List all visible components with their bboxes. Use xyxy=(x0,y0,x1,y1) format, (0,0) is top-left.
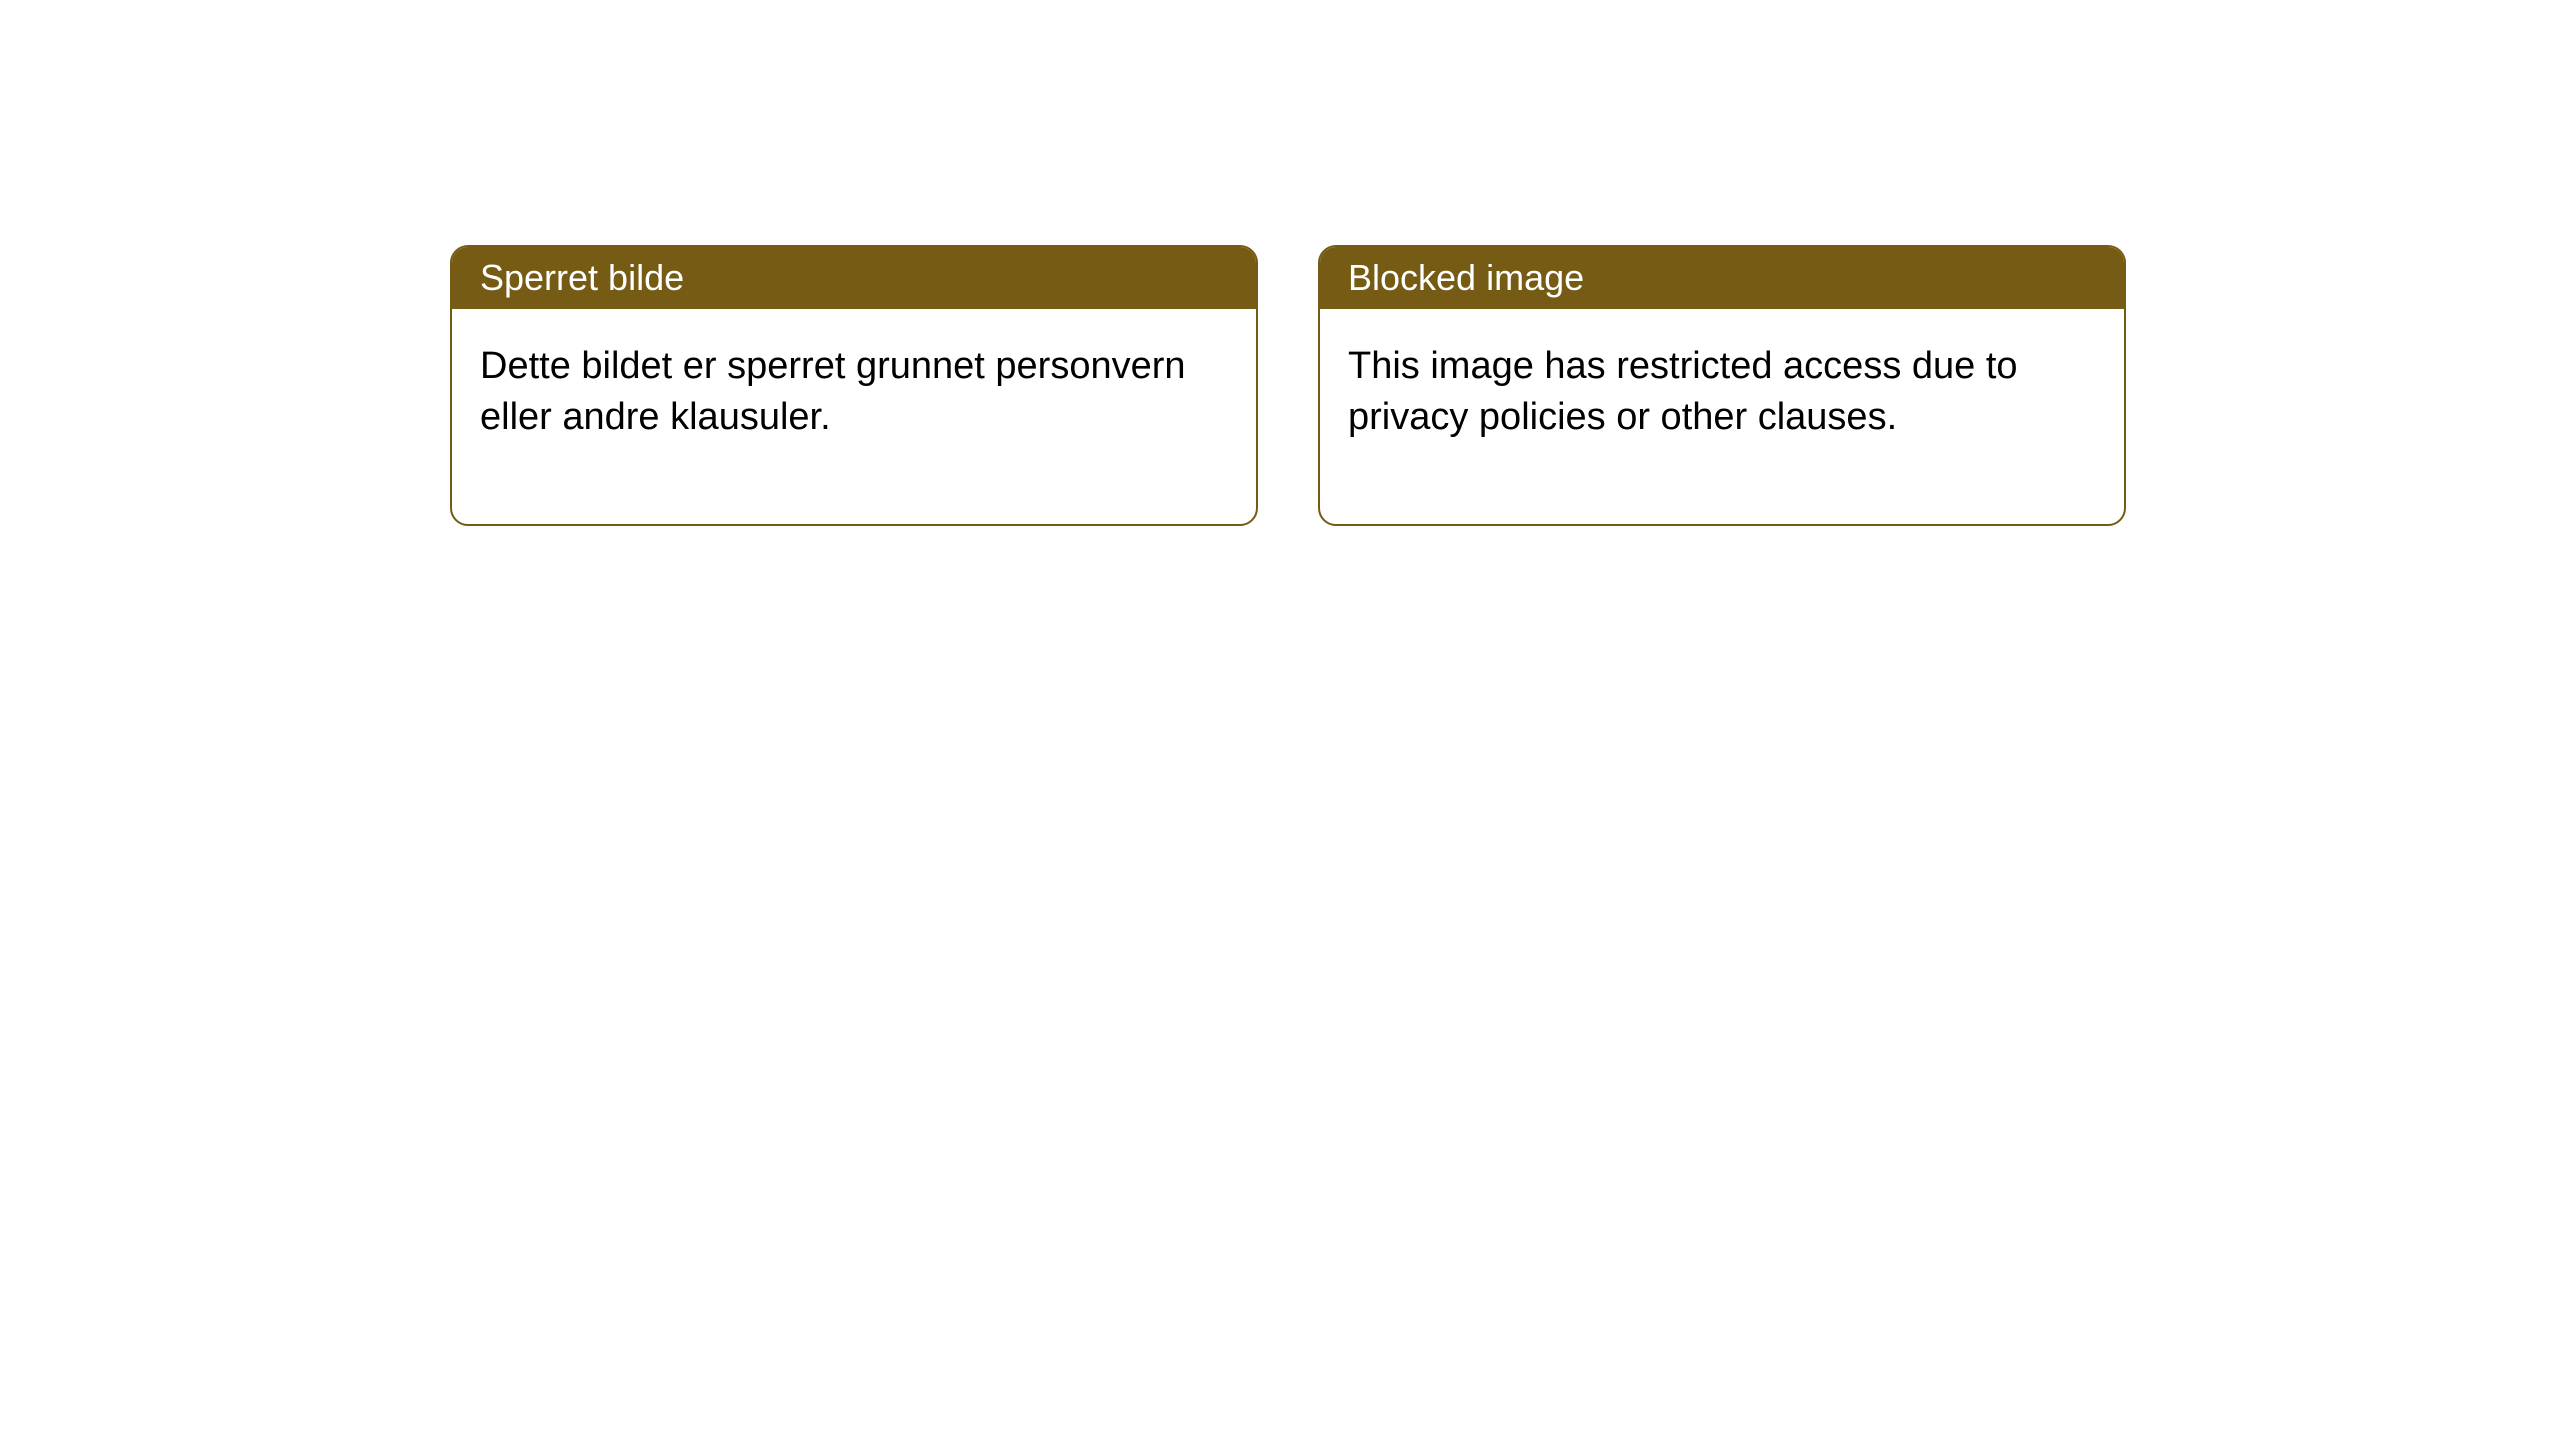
notice-card-english: Blocked image This image has restricted … xyxy=(1318,245,2126,526)
notice-container: Sperret bilde Dette bildet er sperret gr… xyxy=(450,245,2126,526)
notice-header: Sperret bilde xyxy=(452,247,1256,309)
notice-body: This image has restricted access due to … xyxy=(1320,309,2124,524)
notice-header: Blocked image xyxy=(1320,247,2124,309)
notice-body: Dette bildet er sperret grunnet personve… xyxy=(452,309,1256,524)
notice-card-norwegian: Sperret bilde Dette bildet er sperret gr… xyxy=(450,245,1258,526)
